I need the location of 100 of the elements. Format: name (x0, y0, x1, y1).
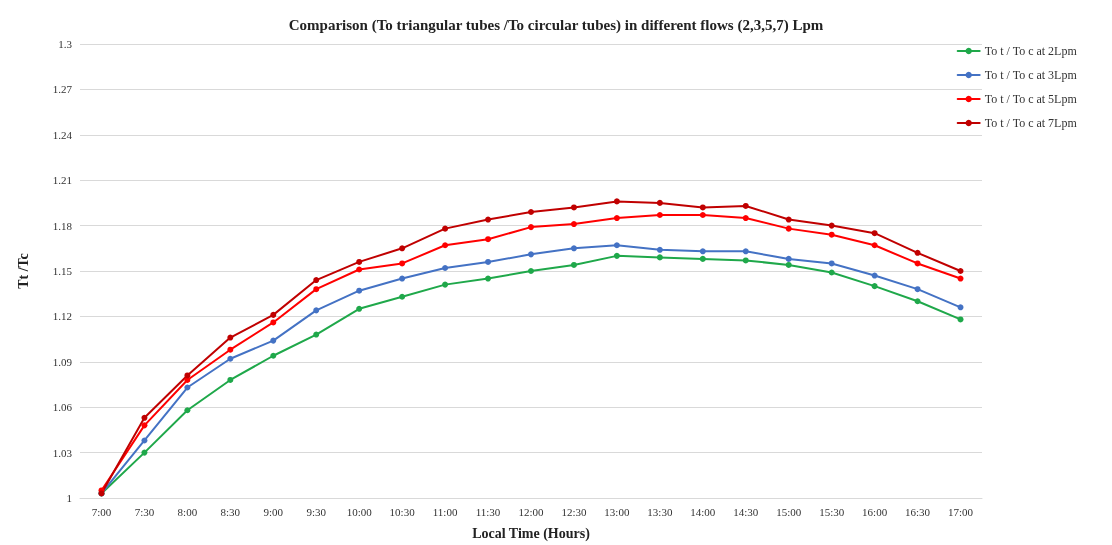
point (828, 222, 835, 229)
point (485, 236, 492, 243)
x-tick-label: 15:00 (776, 505, 802, 518)
point (313, 307, 320, 314)
point (914, 260, 921, 267)
x-tick-label: 17:00 (947, 505, 974, 518)
x-tick-label: 9:00 (263, 505, 284, 518)
point (785, 261, 792, 268)
point (656, 212, 663, 219)
x-tick-label: 8:30 (220, 505, 241, 518)
x-tick-label: 12:00 (518, 505, 545, 518)
x-tick-label: 14:00 (690, 505, 716, 518)
point (742, 215, 749, 222)
legend-label: To t / To c at 5Lpm (984, 92, 1078, 106)
x-tick-label: 14:30 (733, 505, 759, 518)
point (313, 286, 320, 293)
point (957, 268, 964, 274)
y-tick-label: 1.12 (52, 310, 72, 323)
point (399, 245, 406, 252)
x-tick-label: 9:30 (306, 505, 327, 518)
y-tick-label: 1.27 (52, 83, 73, 96)
point (570, 245, 577, 252)
y-tick-label: 1.15 (52, 265, 73, 277)
point (356, 287, 363, 294)
point (871, 272, 878, 279)
point (356, 305, 363, 312)
x-axis-title: Local Time (Hours) (472, 525, 591, 542)
y-tick-label: 1.21 (52, 174, 72, 187)
x-tick-label: 11:30 (475, 505, 501, 518)
point (699, 248, 706, 255)
point (742, 248, 749, 255)
point (184, 372, 191, 379)
x-tick-label: 16:30 (905, 505, 931, 518)
point (613, 215, 620, 222)
y-tick-label: 1.09 (52, 355, 73, 368)
point (270, 352, 277, 359)
x-tick-label: 10:00 (346, 505, 373, 518)
y-tick-label: 1.06 (52, 401, 73, 414)
x-tick-label: 7:00 (91, 505, 112, 518)
point (313, 331, 320, 338)
point (914, 286, 921, 293)
point (485, 216, 492, 223)
point (442, 281, 449, 288)
point (656, 199, 663, 206)
point (141, 437, 148, 444)
point (957, 275, 964, 282)
y-tick-label: 1 (66, 492, 72, 504)
x-tick-label: 13:00 (604, 505, 630, 518)
point (699, 204, 706, 211)
x-tick-label: 16:00 (862, 505, 888, 518)
point (270, 311, 277, 318)
point (270, 337, 277, 344)
point (442, 242, 449, 249)
point (528, 268, 534, 274)
x-tick-label: 15:30 (819, 505, 845, 518)
chart-title: Comparison (To triangular tubes /To circular tubes) in different flows (2,3,5,7) Lpm (288, 16, 824, 34)
point (356, 266, 363, 273)
y-tick-label: 1.3 (58, 38, 73, 50)
point (828, 269, 835, 276)
point (699, 212, 706, 219)
point (914, 298, 921, 305)
x-tick-label: 7:30 (134, 505, 155, 518)
point (528, 251, 534, 258)
point (742, 202, 749, 209)
point (442, 225, 449, 232)
point (313, 277, 320, 284)
y-tick-label: 1.03 (52, 446, 73, 459)
y-tick-label: 1.18 (52, 219, 73, 232)
point (828, 231, 835, 238)
x-tick-label: 13:30 (647, 505, 673, 518)
point (399, 275, 406, 282)
point (184, 384, 191, 391)
point (613, 242, 620, 249)
point (742, 257, 749, 264)
point (570, 221, 577, 228)
point (141, 414, 148, 421)
point (141, 422, 148, 429)
y-tick-label: 1.24 (52, 128, 73, 141)
x-tick-label: 10:30 (389, 505, 416, 518)
point (828, 260, 835, 267)
point (227, 376, 234, 383)
point (485, 275, 492, 282)
point (399, 260, 406, 267)
point (871, 230, 878, 237)
point (871, 283, 878, 290)
point (399, 293, 406, 300)
point (914, 249, 921, 256)
point (227, 346, 234, 353)
x-tick-label: 11:00 (432, 505, 458, 518)
legend-label: To t / To c at 7Lpm (984, 116, 1078, 130)
point (957, 316, 964, 323)
point (485, 258, 492, 265)
legend-label: To t / To c at 3Lpm (984, 68, 1078, 82)
point (528, 224, 534, 231)
point (141, 449, 148, 456)
point (528, 208, 534, 215)
x-tick-label: 12:30 (561, 505, 587, 518)
point (656, 246, 663, 253)
point (184, 407, 191, 414)
point (613, 198, 620, 205)
